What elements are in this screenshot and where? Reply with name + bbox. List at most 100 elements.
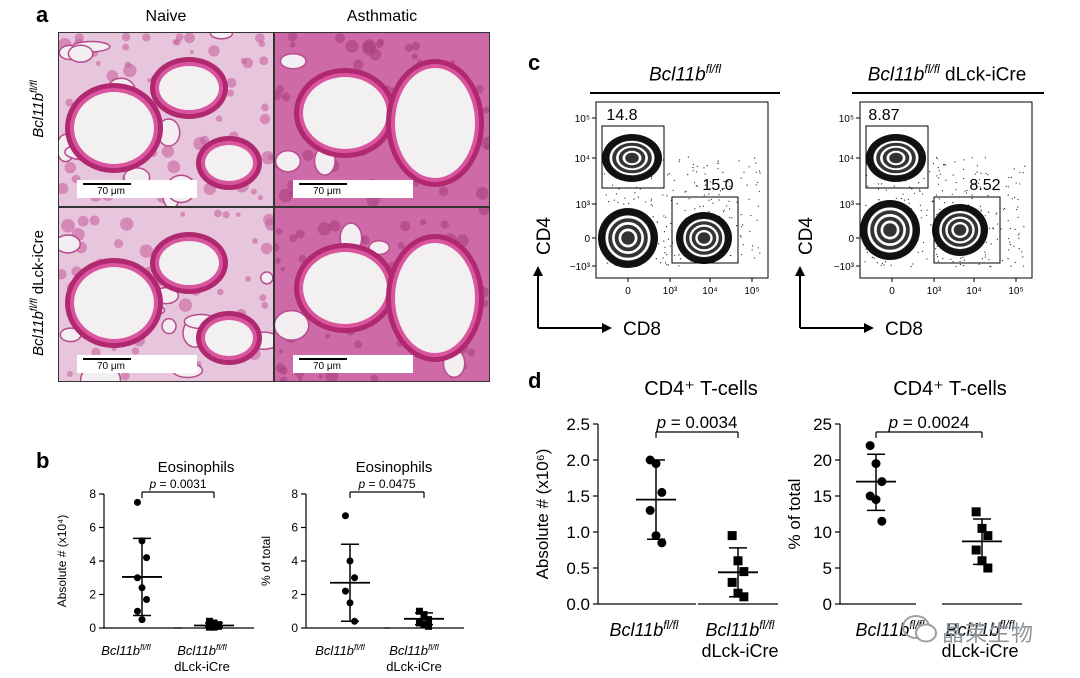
flow-event: [740, 177, 742, 179]
flow-event: [995, 213, 997, 215]
flow-y-tick-label: 10³: [576, 200, 591, 211]
flow-event: [878, 199, 880, 201]
tissue-cell: [139, 244, 153, 258]
tissue-cell: [275, 90, 282, 101]
tissue-cell: [275, 363, 285, 373]
col-header-asthmatic: Asthmatic: [346, 8, 418, 25]
flow-event: [723, 180, 725, 182]
tissue-cell: [208, 45, 220, 57]
flow-event: [688, 198, 690, 200]
flow-y-tick-label: −10³: [834, 262, 855, 273]
flow-event: [651, 205, 654, 207]
flow-event: [633, 198, 635, 200]
flow-event: [938, 170, 940, 172]
flow-event: [1023, 226, 1025, 228]
flow-event: [743, 171, 745, 173]
data-point: [351, 617, 359, 625]
flow-event: [880, 264, 882, 266]
flow-event: [672, 189, 674, 191]
flow-event: [1011, 198, 1013, 200]
flow-y-tick-label: −10³: [570, 262, 591, 273]
flow-event: [1018, 237, 1020, 239]
flow-event: [1014, 228, 1016, 230]
data-point: [727, 577, 737, 587]
flow-event: [1024, 165, 1026, 167]
flow-event: [902, 193, 904, 195]
tissue-cell: [250, 188, 257, 195]
tissue-cell: [404, 43, 413, 52]
flow-event: [660, 262, 662, 264]
flow-event: [911, 188, 913, 190]
flow-event: [708, 210, 710, 213]
flow-event: [735, 225, 738, 227]
y-tick-label: 2.0: [566, 451, 590, 470]
flow-event: [922, 250, 924, 253]
tissue-cell: [121, 33, 131, 42]
flow-event: [979, 186, 981, 188]
flow-event: [729, 216, 731, 219]
flow-event: [712, 202, 714, 204]
flow-event: [975, 183, 977, 185]
flow-event: [650, 198, 653, 200]
flow-event: [952, 261, 954, 263]
flow-event: [678, 265, 680, 267]
tissue-cell: [122, 43, 130, 51]
tissue-cell: [261, 301, 269, 309]
flow-event: [912, 263, 914, 265]
flow-event: [742, 244, 744, 246]
flow-event: [885, 189, 887, 191]
tissue-cell: [280, 266, 286, 272]
tissue-cell: [215, 115, 223, 122]
flow-event: [718, 194, 720, 196]
tissue-cell: [279, 376, 288, 381]
tissue-cell: [89, 215, 100, 226]
flow-y-tick-label: 0: [848, 234, 854, 245]
tissue-cell: [147, 78, 152, 83]
flow-event: [738, 160, 740, 162]
tissue-cell: [345, 39, 359, 53]
flow-event: [901, 197, 903, 200]
chart-title: CD4⁺ T-cells: [644, 378, 758, 400]
p-value-label: p = 0.0024: [888, 413, 970, 432]
tissue-cell: [475, 187, 489, 200]
flow-event: [1003, 207, 1006, 210]
flow-event: [757, 181, 759, 184]
flow-event: [723, 187, 725, 190]
flow-y-tick-label: 10⁵: [575, 114, 590, 125]
airway-lumen: [74, 92, 154, 164]
flow-event: [759, 252, 761, 254]
airway-lumen: [159, 241, 219, 285]
flow-contour: [953, 224, 967, 236]
flow-event: [942, 257, 944, 260]
flow-event: [987, 174, 989, 176]
flow-event: [603, 173, 605, 175]
flow-event: [936, 213, 938, 215]
flow-event: [1021, 251, 1023, 253]
flow-event: [936, 245, 938, 247]
data-point: [138, 616, 146, 624]
flow-event: [624, 197, 626, 199]
tissue-cell: [289, 41, 296, 48]
data-point: [727, 531, 737, 541]
flow-contour: [625, 152, 639, 164]
flow-event: [708, 199, 710, 201]
alveolar-space: [275, 309, 310, 341]
data-point: [983, 563, 993, 573]
data-point: [877, 477, 887, 487]
flow-event: [615, 193, 618, 195]
tissue-cell: [275, 228, 283, 235]
flow-event: [945, 179, 947, 181]
flow-event: [1007, 258, 1009, 260]
chart-title: Eosinophils: [356, 459, 433, 476]
cd8-axis-label: CD8: [885, 319, 923, 340]
flow-event: [1008, 249, 1010, 251]
y-tick-label: 2: [89, 588, 96, 602]
x-category-label: Bcl11bfl/fl: [946, 618, 1015, 640]
tissue-cell: [180, 211, 186, 217]
watermark-text: 晶莱生物: [942, 621, 1035, 646]
flow-event: [962, 168, 965, 170]
flow-event: [740, 254, 743, 256]
x-category-label: Bcl11bfl/fl: [389, 642, 440, 658]
flow-event: [1007, 194, 1009, 196]
